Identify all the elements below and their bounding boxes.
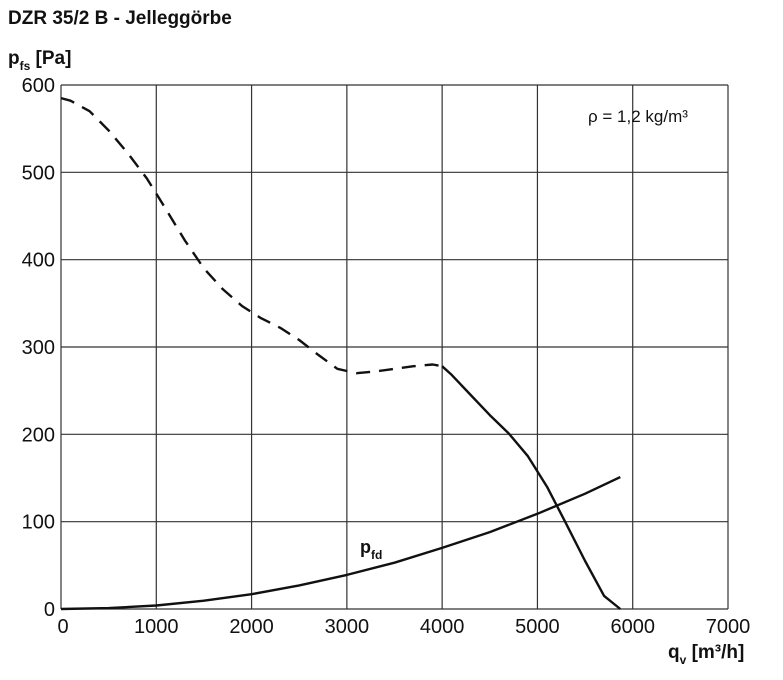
pfd-label-main: p (360, 537, 371, 557)
x-tick-label: 5000 (515, 616, 560, 638)
y-tick-label: 500 (22, 162, 55, 184)
x-axis-label-sub: v (680, 653, 687, 667)
pfd-curve (60, 476, 621, 611)
y-tick-label: 0 (44, 599, 55, 621)
x-tick-label: 7000 (706, 616, 751, 638)
x-tick-label: 1000 (134, 616, 179, 638)
y-tick-label: 200 (22, 424, 55, 446)
y-tick-label: 400 (22, 250, 55, 272)
y-axis-ticks: 0 100 200 300 400 500 600 (22, 75, 55, 621)
y-tick-label: 100 (22, 512, 55, 534)
density-annotation: ρ = 1,2 kg/m³ (588, 107, 688, 126)
y-tick-label: 300 (22, 337, 55, 359)
curves (60, 96, 622, 611)
x-tick-label: 4000 (420, 616, 465, 638)
x-axis-label-main: q (668, 642, 680, 663)
y-axis-label-main: p (8, 48, 20, 69)
y-tick-label: 600 (22, 75, 55, 97)
pfs-solid-curve (441, 365, 622, 610)
x-axis-label-unit: [m³/h] (686, 642, 744, 663)
pfd-curve-label: pfd (360, 537, 382, 562)
x-tick-label: 2000 (229, 616, 274, 638)
y-axis-label: pfs [Pa] (8, 48, 71, 73)
y-axis-label-sub: fs (20, 59, 31, 73)
pfd-label-sub: fd (371, 548, 382, 562)
x-axis-ticks: 0 1000 2000 3000 4000 5000 6000 7000 (57, 616, 750, 638)
chart-title: DZR 35/2 B - Jelleggörbe (8, 8, 232, 29)
pfs-dashed-curve (60, 96, 443, 375)
grid (60, 84, 729, 610)
x-tick-label: 0 (57, 616, 68, 638)
x-axis-label: qv [m³/h] (668, 642, 744, 667)
x-tick-label: 3000 (325, 616, 370, 638)
y-axis-label-unit: [Pa] (30, 48, 71, 69)
x-tick-label: 6000 (610, 616, 655, 638)
